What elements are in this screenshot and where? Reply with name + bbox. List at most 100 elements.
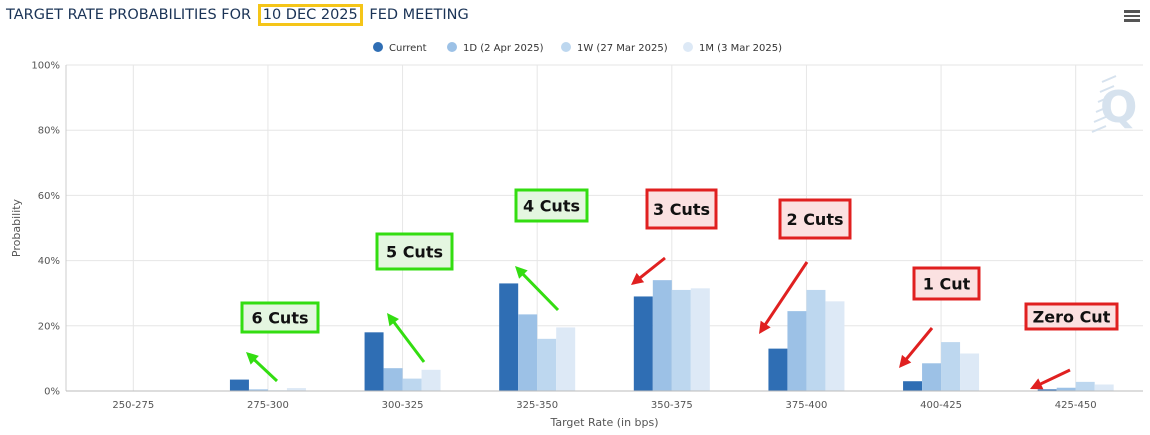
q-logo-stripe bbox=[1093, 115, 1109, 123]
bar[interactable] bbox=[286, 388, 306, 391]
arrow-head-icon bbox=[246, 352, 259, 365]
bar[interactable] bbox=[825, 301, 845, 391]
q-logo-stripe bbox=[1099, 85, 1115, 93]
arrow-head-icon bbox=[387, 313, 400, 327]
arrow-shaft bbox=[636, 256, 666, 282]
q-logo-stripe bbox=[1095, 105, 1111, 113]
hamburger-menu-icon[interactable] bbox=[1122, 8, 1142, 26]
q-logo-stripe bbox=[1091, 125, 1107, 133]
legend-swatch-icon bbox=[373, 42, 383, 52]
legend-item[interactable]: Current bbox=[373, 42, 427, 54]
arrow-shaft bbox=[762, 261, 809, 329]
arrow-icon bbox=[899, 327, 934, 368]
chart-title: TARGET RATE PROBABILITIES FOR 10 DEC 202… bbox=[6, 4, 469, 26]
legend-item[interactable]: 1D (2 Apr 2025) bbox=[447, 42, 544, 54]
bar[interactable] bbox=[671, 289, 691, 391]
x-tick-label: 350-375 bbox=[651, 400, 693, 411]
y-tick-label: 40% bbox=[38, 256, 60, 267]
y-tick-label: 20% bbox=[38, 321, 60, 332]
arrow-icon bbox=[631, 256, 666, 285]
annotation-400-425: 1 Cut bbox=[899, 266, 981, 368]
annotation-box bbox=[1024, 302, 1119, 331]
legend[interactable]: Current 1D (2 Apr 2025) 1W (27 Mar 2025) 1M… bbox=[373, 42, 782, 54]
x-tick-label: 325-350 bbox=[516, 400, 558, 411]
annotation-box bbox=[778, 198, 852, 240]
x-tick-label: 400-425 bbox=[920, 400, 962, 411]
legend-item[interactable]: 1M (3 Mar 2025) bbox=[683, 42, 782, 54]
annotation-label: 5 Cuts bbox=[386, 243, 443, 262]
legend-swatch-icon bbox=[683, 42, 693, 52]
arrow-head-icon bbox=[515, 266, 528, 279]
grid-layer bbox=[66, 64, 1143, 392]
x-axis-title: Target Rate (in bps) bbox=[549, 416, 658, 429]
annotation-box bbox=[240, 301, 320, 334]
annotation-label: 1 Cut bbox=[923, 275, 971, 294]
annotation-label: 6 Cuts bbox=[251, 309, 308, 328]
bar[interactable] bbox=[1037, 389, 1057, 391]
q-logo-stripe bbox=[1101, 75, 1117, 83]
bar[interactable] bbox=[633, 296, 653, 391]
bars-layer bbox=[229, 280, 1114, 391]
y-tick-label: 0% bbox=[44, 387, 60, 398]
bar[interactable] bbox=[556, 327, 576, 391]
annotation-325-350: 4 Cuts bbox=[514, 188, 589, 312]
x-tick-label: 425-450 bbox=[1055, 400, 1097, 411]
annotation-label: 3 Cuts bbox=[653, 200, 710, 219]
axis-layer: 0% 20% 40% 60% 80% 100% 250-275 275-300 300-325 3… bbox=[10, 61, 1143, 429]
bar[interactable] bbox=[806, 289, 826, 391]
bar[interactable] bbox=[941, 342, 961, 391]
arrow-shaft bbox=[902, 327, 934, 363]
bar[interactable] bbox=[421, 369, 441, 391]
arrow-icon bbox=[515, 266, 560, 312]
arrow-shaft bbox=[519, 270, 560, 312]
bar[interactable] bbox=[248, 389, 268, 391]
y-axis-title: Probability bbox=[10, 198, 23, 257]
legend-label: 1W (27 Mar 2025) bbox=[577, 43, 668, 54]
annotation-425-450: Zero Cut bbox=[1024, 302, 1119, 390]
arrow-icon bbox=[759, 261, 809, 334]
annotation-375-400: 2 Cuts bbox=[759, 198, 852, 334]
bar[interactable] bbox=[402, 378, 422, 391]
legend-label: 1D (2 Apr 2025) bbox=[463, 43, 544, 54]
legend-swatch-icon bbox=[561, 42, 571, 52]
annotation-label: Zero Cut bbox=[1033, 308, 1111, 327]
bar[interactable] bbox=[499, 283, 519, 391]
q-logo-stripe bbox=[1097, 95, 1113, 103]
bar[interactable] bbox=[1094, 384, 1114, 391]
bar[interactable] bbox=[364, 332, 384, 391]
bar[interactable] bbox=[383, 368, 403, 391]
arrow-head-icon bbox=[631, 272, 645, 285]
bar[interactable] bbox=[1075, 381, 1095, 391]
arrow-head-icon bbox=[1030, 378, 1044, 390]
bar[interactable] bbox=[537, 338, 557, 391]
annotation-label: 4 Cuts bbox=[523, 197, 580, 216]
bar[interactable] bbox=[1056, 387, 1076, 391]
annotations-layer: 6 Cuts 5 Cuts 4 Cuts 3 Cuts 2 Cuts 1 Cut Zero … bbox=[240, 188, 1119, 390]
bar[interactable] bbox=[903, 381, 923, 391]
annotation-box bbox=[912, 266, 981, 301]
bar[interactable] bbox=[518, 314, 538, 391]
bar[interactable] bbox=[960, 353, 980, 391]
annotation-label: 2 Cuts bbox=[786, 210, 843, 229]
title-highlighted-date: 10 DEC 2025 bbox=[257, 4, 363, 26]
y-tick-label: 80% bbox=[38, 126, 60, 137]
bar[interactable] bbox=[768, 348, 788, 391]
arrow-shaft bbox=[1036, 368, 1071, 387]
annotation-box bbox=[514, 188, 589, 223]
bar[interactable] bbox=[229, 379, 249, 391]
legend-swatch-icon bbox=[447, 42, 457, 52]
arrow-shaft bbox=[390, 318, 426, 363]
title-prefix: TARGET RATE PROBABILITIES FOR bbox=[6, 7, 256, 23]
annotation-275-300: 6 Cuts bbox=[240, 301, 320, 383]
legend-label: 1M (3 Mar 2025) bbox=[699, 43, 782, 54]
bar[interactable] bbox=[922, 363, 942, 391]
legend-label: Current bbox=[389, 43, 427, 54]
annotation-350-375: 3 Cuts bbox=[631, 188, 718, 285]
legend-item[interactable]: 1W (27 Mar 2025) bbox=[561, 42, 668, 54]
y-tick-label: 60% bbox=[38, 191, 60, 202]
bar[interactable] bbox=[787, 311, 807, 391]
x-tick-label: 275-300 bbox=[247, 400, 289, 411]
bar[interactable] bbox=[690, 288, 710, 391]
bar[interactable] bbox=[652, 280, 672, 391]
